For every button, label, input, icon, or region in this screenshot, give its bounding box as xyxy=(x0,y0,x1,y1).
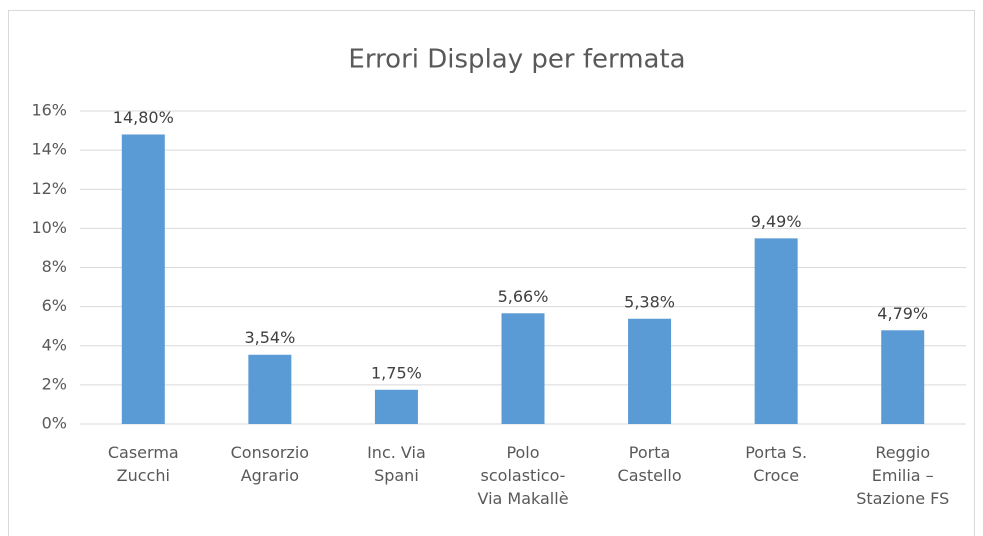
x-tick-label: Reggio Emilia – Stazione FS xyxy=(856,443,949,508)
bar xyxy=(501,313,545,424)
y-tick-label: 0% xyxy=(42,414,67,433)
y-tick-label: 12% xyxy=(31,179,67,198)
x-tick-label: Inc. Via Spani xyxy=(367,443,426,485)
bar xyxy=(754,238,798,424)
data-label: 1,75% xyxy=(371,363,422,382)
data-label: 3,54% xyxy=(244,328,295,347)
y-tick-label: 10% xyxy=(31,218,67,237)
y-tick-label: 4% xyxy=(42,335,67,354)
bar xyxy=(248,354,292,424)
data-label: 5,38% xyxy=(624,292,675,311)
chart-border xyxy=(8,10,975,536)
data-label: 4,79% xyxy=(877,304,928,323)
x-tick-label: Consorzio Agrario xyxy=(231,443,309,485)
bar xyxy=(628,318,672,424)
y-tick-label: 8% xyxy=(42,257,67,276)
x-tick-label: Porta S. Croce xyxy=(745,443,807,485)
data-label: 14,80% xyxy=(113,108,174,127)
data-label: 5,66% xyxy=(498,287,549,306)
y-tick-label: 6% xyxy=(42,296,67,315)
y-tick-label: 2% xyxy=(42,374,67,393)
x-tick-label: Polo scolastico-Via Makallè xyxy=(477,443,568,508)
bar xyxy=(374,389,418,424)
chart-title: Errori Display per fermata xyxy=(348,45,685,75)
data-label: 9,49% xyxy=(751,212,802,231)
x-tick-label: Porta Castello xyxy=(618,443,682,485)
y-tick-label: 14% xyxy=(31,140,67,159)
x-tick-label: Caserma Zucchi xyxy=(108,443,179,485)
bar xyxy=(881,330,925,424)
y-tick-label: 16% xyxy=(31,101,67,120)
bar xyxy=(121,134,165,424)
